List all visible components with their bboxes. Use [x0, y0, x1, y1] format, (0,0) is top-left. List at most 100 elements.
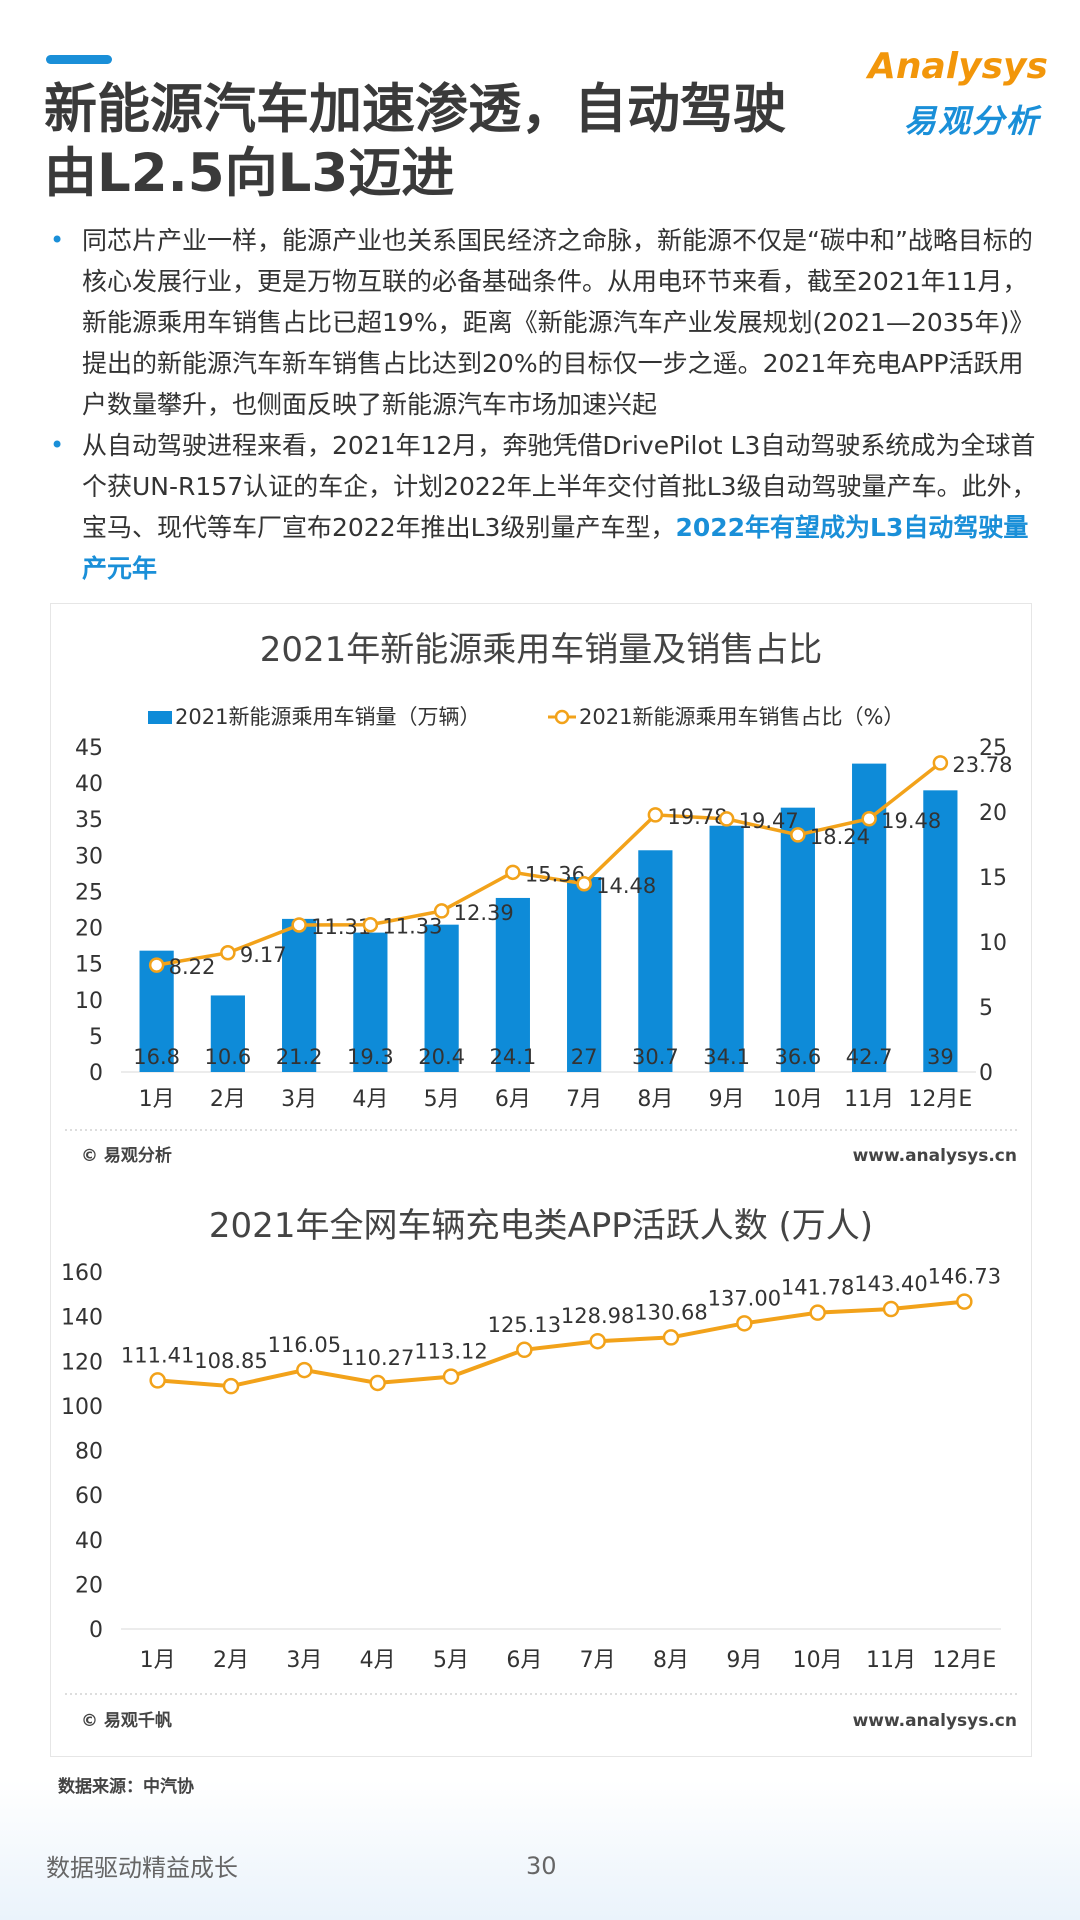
bar-sales	[638, 850, 673, 1072]
bar-sales	[923, 790, 958, 1072]
x-axis-tick: 5月	[424, 1087, 460, 1112]
line-app-point	[442, 1368, 460, 1385]
charts-svg: 2021年新能源乘用车销量及销售占比 2021新能源乘用车销量（万辆） 2021新能…	[61, 630, 1017, 1731]
line-share-point	[148, 957, 165, 973]
chart1-footer-right: www.analysys.cn	[853, 1146, 1017, 1166]
line-app-point	[662, 1329, 680, 1346]
logo-english: Analysys	[868, 46, 1048, 87]
x-axis-tick: 10月	[773, 1087, 823, 1112]
bar-value-label: 21.2	[276, 1045, 323, 1069]
y-axis-right-tick: 25	[979, 736, 1007, 761]
bullet-text: 从自动驾驶进程来看，2021年12月，奔驰凭借DrivePilot L3自动驾驶…	[82, 431, 1037, 542]
page-title-line2: 由L2.5向L3迈进	[44, 143, 455, 204]
line-share-label: 19.78	[667, 805, 727, 829]
line-share-label: 11.31	[311, 915, 371, 939]
line-share-label: 11.33	[382, 915, 442, 939]
line-share-point	[718, 811, 735, 827]
x-axis-tick: 11月	[866, 1648, 916, 1673]
bar-sales	[567, 877, 602, 1072]
analysys-logo: Analysys 易观分析	[868, 46, 1058, 146]
x-axis-tick: 11月	[844, 1087, 894, 1112]
y-axis-tick: 20	[75, 1573, 103, 1598]
bar-value-label: 16.8	[133, 1045, 180, 1069]
y-axis-left-tick: 25	[75, 880, 103, 905]
bar-value-label: 20.4	[418, 1045, 465, 1069]
line-app-point	[882, 1300, 900, 1318]
logo-chinese: 易观分析	[904, 102, 1041, 140]
line-share-point	[790, 827, 806, 843]
title-accent-bar	[46, 55, 112, 64]
x-axis-tick: 9月	[709, 1087, 745, 1112]
bar-sales	[780, 807, 815, 1072]
x-axis-tick: 2月	[210, 1087, 246, 1112]
chart1-title: 2021年新能源乘用车销量及销售占比	[260, 630, 823, 670]
x-axis-tick: 6月	[506, 1648, 542, 1673]
line-app-label: 143.40	[854, 1272, 927, 1296]
y-axis-tick: 160	[61, 1261, 103, 1286]
line-app-label: 128.98	[561, 1304, 634, 1328]
line-app-point	[736, 1315, 753, 1332]
page-title: 新能源汽车加速渗透，自动驾驶 由L2.5向L3迈进	[44, 78, 874, 206]
line-app-label: 137.00	[708, 1286, 781, 1310]
footer-background	[0, 1780, 1080, 1920]
bullet-text: 同芯片产业一样，能源产业也关系国民经济之命脉，新能源不仅是“碳中和”战略目标的核…	[82, 226, 1035, 419]
line-app-point	[516, 1341, 533, 1359]
chart2-footer-left: © 易观千帆	[81, 1710, 172, 1731]
x-axis-tick: 9月	[726, 1648, 762, 1673]
x-axis-tick: 3月	[286, 1648, 322, 1673]
y-axis-left-tick: 0	[89, 1061, 103, 1086]
bullet-list: • 同芯片产业一样，能源产业也关系国民经济之命脉，新能源不仅是“碳中和”战略目标…	[48, 220, 1038, 589]
y-axis-left-tick: 35	[75, 808, 103, 833]
line-app-point	[222, 1377, 240, 1395]
line-app-label: 108.85	[194, 1349, 267, 1373]
line-app-label: 110.27	[341, 1346, 414, 1370]
line-share-series	[156, 761, 942, 967]
line-app-label: 141.78	[781, 1276, 854, 1300]
line-share-label: 14.48	[596, 874, 656, 898]
x-axis-tick: 4月	[360, 1648, 396, 1673]
bar-sales	[424, 924, 459, 1072]
line-share-point	[932, 755, 949, 771]
page-number: 30	[526, 1852, 557, 1880]
y-axis-tick: 40	[75, 1529, 103, 1554]
line-share-label: 15.36	[525, 862, 585, 886]
line-app-series	[157, 1299, 965, 1389]
bullet-highlight: 2022年有望成为L3自动驾驶量产元年	[82, 513, 1029, 583]
bar-sales	[353, 932, 388, 1072]
y-axis-left-tick: 40	[75, 772, 103, 797]
line-app-label: 130.68	[634, 1300, 707, 1324]
line-share-label: 9.17	[240, 943, 287, 967]
x-axis-tick: 7月	[580, 1648, 616, 1673]
legend-line-marker	[554, 709, 570, 725]
line-share-point	[362, 916, 379, 933]
bar-value-label: 39	[927, 1045, 954, 1069]
footer-slogan: 数据驱动精益成长	[46, 1854, 238, 1882]
y-axis-tick: 0	[89, 1618, 103, 1643]
line-share-point	[220, 945, 236, 961]
x-axis-tick: 1月	[139, 1087, 175, 1112]
x-axis-tick: 10月	[793, 1648, 843, 1673]
y-axis-right-tick: 0	[979, 1061, 993, 1086]
bullet-dot-icon: •	[50, 431, 65, 459]
line-app-label: 146.73	[928, 1265, 1001, 1289]
bar-value-label: 36.6	[774, 1045, 821, 1069]
bar-sales	[709, 825, 744, 1072]
x-axis-tick: 1月	[140, 1648, 176, 1673]
line-share-label: 12.39	[454, 901, 514, 925]
y-axis-right-tick: 10	[979, 931, 1007, 956]
chart-panel: 2021年新能源乘用车销量及销售占比 2021新能源乘用车销量（万辆） 2021新能…	[50, 603, 1032, 1757]
line-app-label: 113.12	[414, 1340, 487, 1364]
bar-sales	[210, 995, 245, 1072]
data-source: 数据来源：中汽协	[58, 1777, 194, 1797]
bar-sales	[495, 897, 530, 1072]
line-app-point	[369, 1374, 386, 1392]
bar-value-label: 34.1	[703, 1045, 750, 1069]
line-app-point	[589, 1332, 606, 1350]
x-axis-tick: 8月	[637, 1087, 673, 1112]
chart1-footer-left: © 易观分析	[81, 1145, 172, 1166]
line-share-point	[647, 807, 664, 823]
line-app-point	[809, 1304, 826, 1321]
line-share-point	[861, 811, 877, 827]
y-axis-left-tick: 10	[75, 989, 103, 1014]
line-app-label: 125.13	[488, 1313, 561, 1337]
